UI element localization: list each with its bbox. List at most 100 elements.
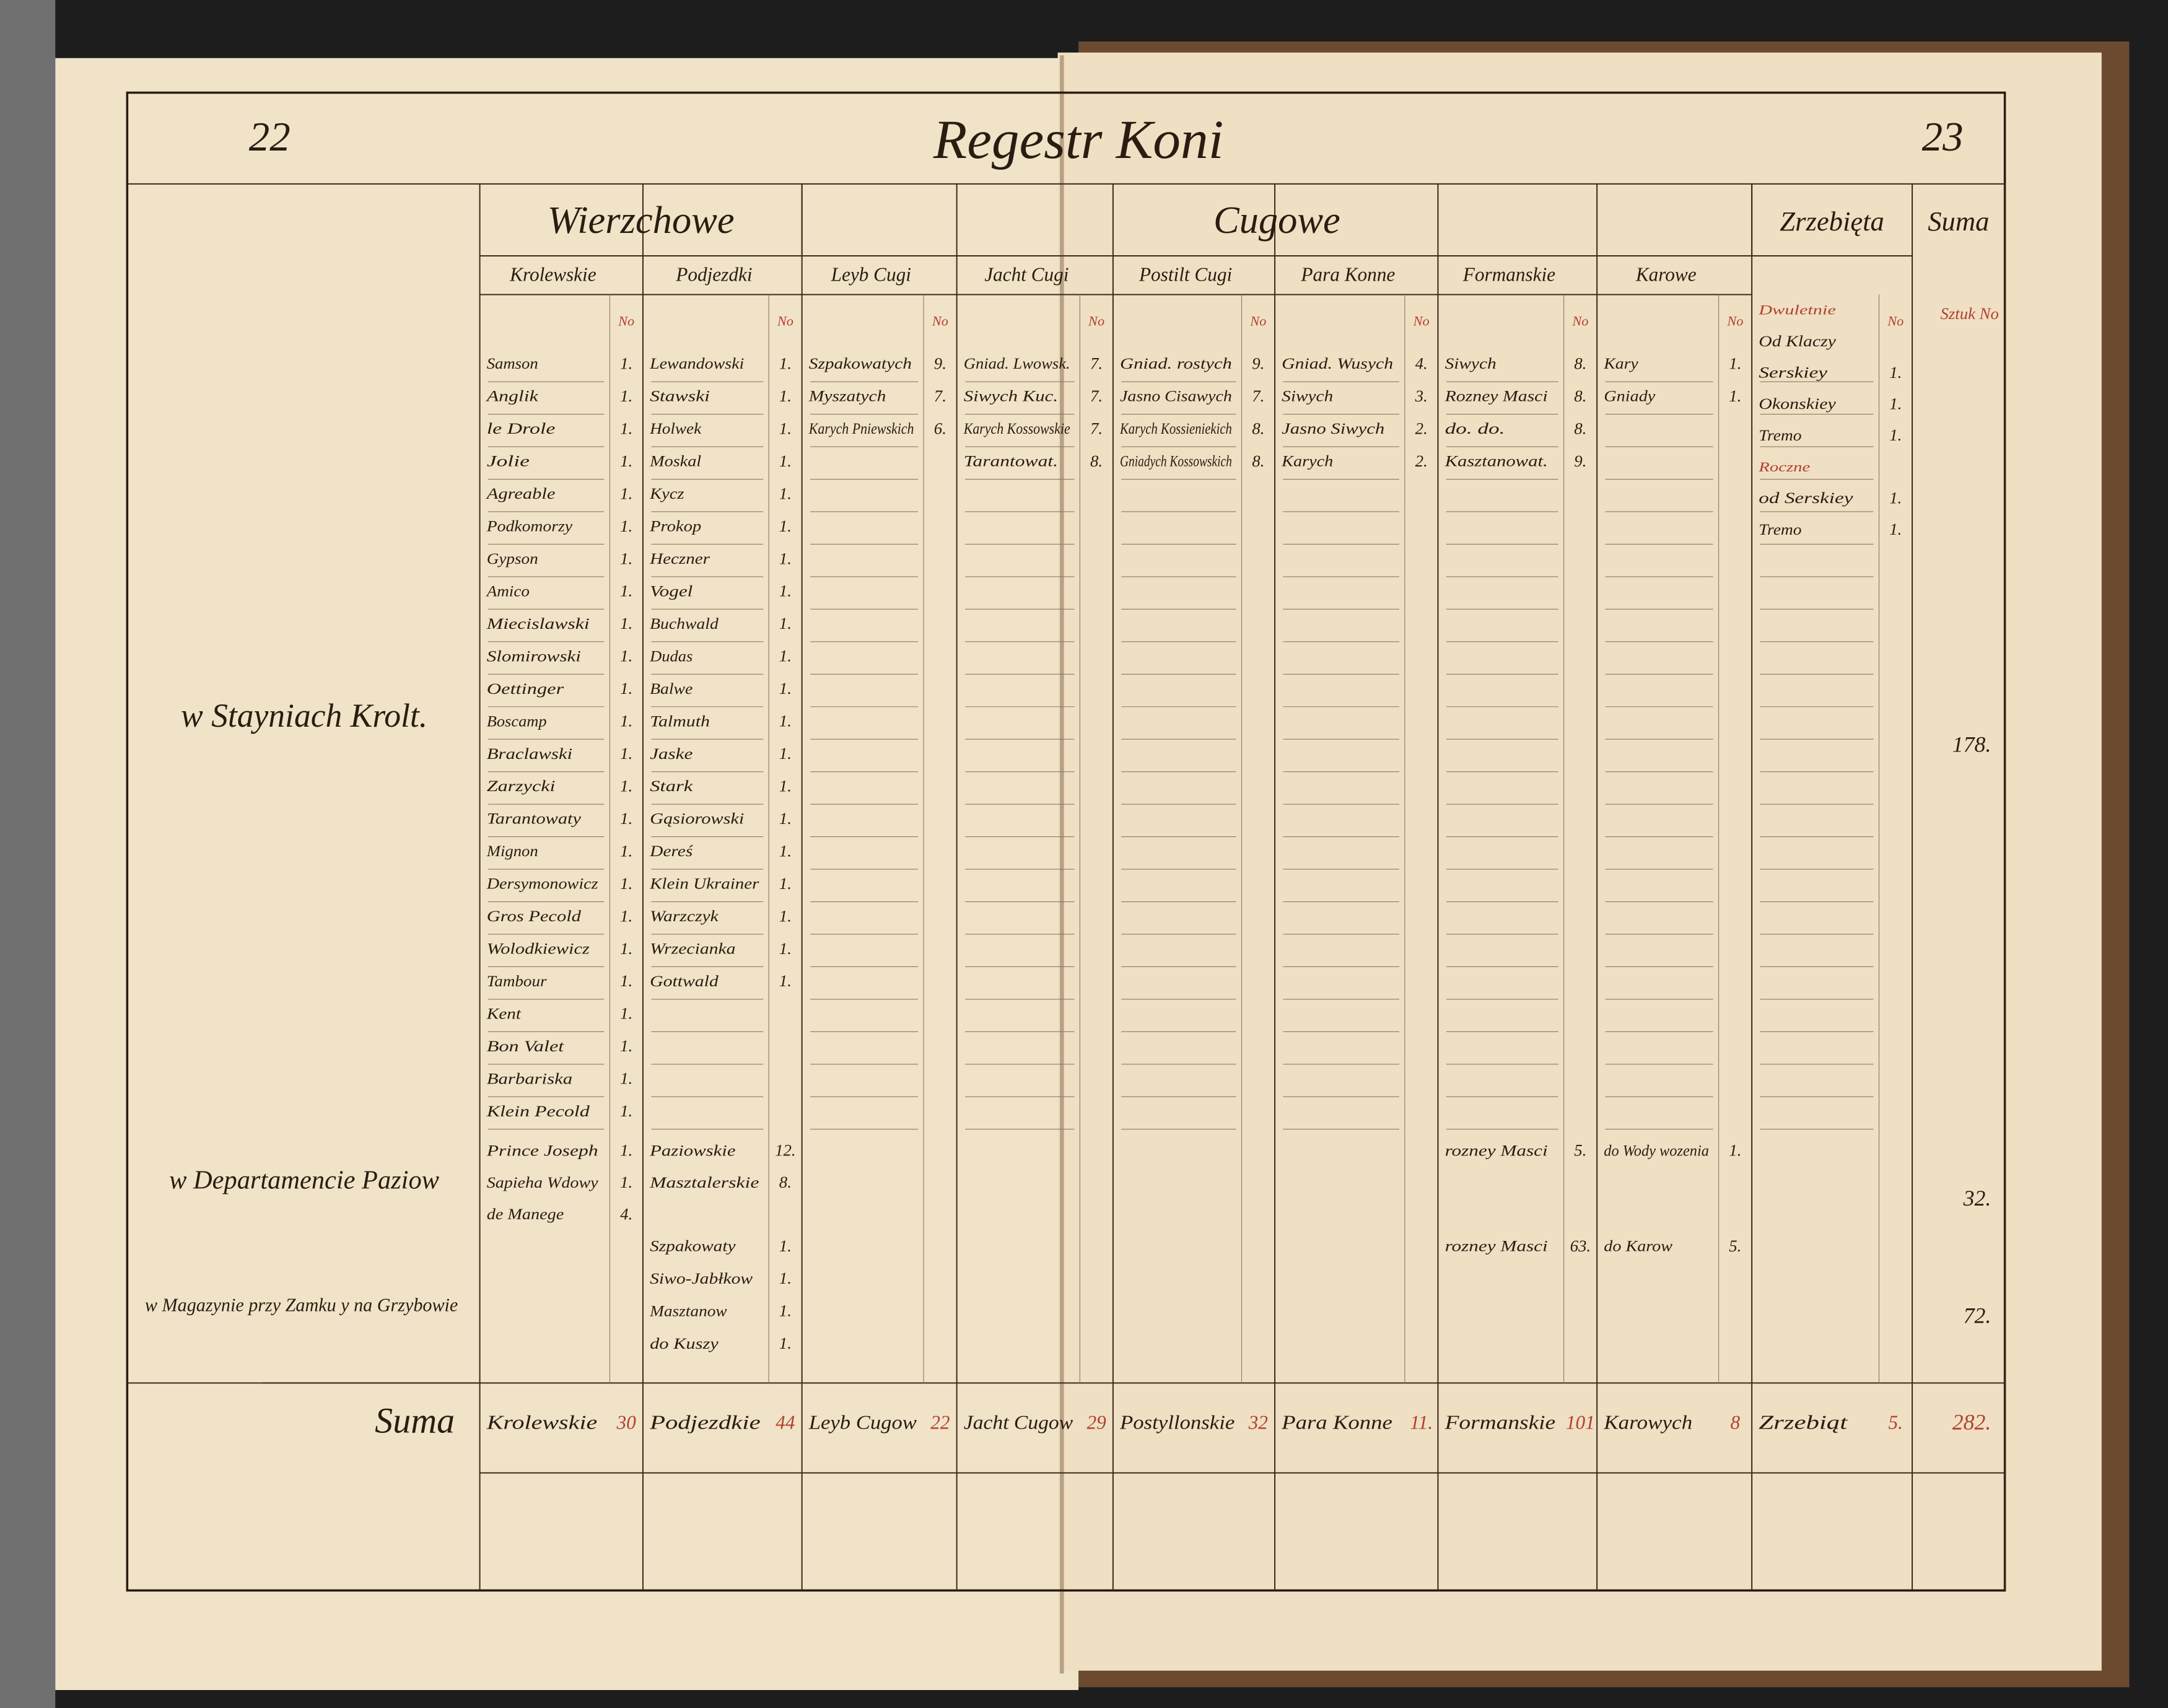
entry-number: 1.	[779, 776, 792, 795]
entry-number: 1.	[620, 744, 632, 763]
entry-number: 1.	[1889, 520, 1902, 538]
entry-name: Amico	[486, 582, 530, 600]
entry-number: 7.	[1090, 354, 1103, 372]
right-page	[1057, 52, 2102, 1671]
entry-number: 1.	[620, 419, 632, 437]
entry-number: 1.	[779, 582, 792, 600]
entry-number: 1.	[620, 549, 632, 567]
entry-number: 1.	[1889, 394, 1902, 413]
entry-number: 1.	[779, 906, 792, 925]
entry-number: 1.	[1889, 426, 1902, 444]
number-header: No	[1887, 313, 1904, 328]
total-label: Para Konne	[1281, 1412, 1392, 1434]
total-label: Leyb Cugow	[808, 1412, 917, 1434]
entry-name: Anglik	[485, 387, 538, 405]
entry-name: do. do.	[1445, 419, 1505, 437]
entry-name: Gniad. Lwowsk.	[964, 354, 1070, 372]
entry-number: 8.	[1574, 354, 1586, 372]
entry-number: 8.	[1252, 452, 1264, 470]
suma-value: 178.	[1952, 732, 1991, 757]
entry-name: Talmuth	[650, 712, 710, 730]
entry-number: 1.	[779, 1334, 792, 1352]
entry-name: Karych Pniewskich	[808, 419, 914, 437]
entry-number: 1.	[620, 1173, 632, 1191]
entry-number: 2.	[1415, 419, 1428, 437]
entry-name: le Drole	[487, 419, 556, 437]
entry-name: Buchwald	[650, 615, 719, 633]
entry-name: Klein Ukrainer	[649, 875, 760, 893]
entry-name: do Karow	[1604, 1237, 1672, 1255]
entry-name: do Kuszy	[650, 1334, 719, 1352]
entry-number: 1.	[779, 1302, 792, 1320]
entry-name: Samson	[487, 354, 538, 372]
entry-name: Jolie	[487, 452, 530, 470]
entry-name: Tambour	[487, 972, 548, 990]
entry-name: Tremo	[1759, 426, 1801, 444]
entry-name: Stawski	[650, 387, 710, 405]
entry-name: Bon Valet	[487, 1037, 565, 1055]
entry-name: Tarantowaty	[487, 810, 582, 828]
entry-name: Myszatych	[808, 387, 886, 405]
entry-number: 8.	[779, 1173, 792, 1191]
entry-number: 1.	[620, 874, 632, 893]
entry-number: 3.	[1415, 387, 1428, 405]
entry-number: 1.	[620, 1101, 632, 1120]
entry-number: 1.	[779, 744, 792, 763]
entry-number: 1.	[779, 874, 792, 893]
entry-number: 9.	[1574, 452, 1586, 470]
entry-number: 9.	[1252, 354, 1264, 372]
entry-name: Kent	[486, 1004, 522, 1022]
entry-number: 1.	[779, 452, 792, 470]
row-label: w Stayniach Krolt.	[181, 697, 427, 734]
entry-number: 1.	[620, 582, 632, 600]
row-label: w Departamencie Paziow	[169, 1165, 439, 1194]
total-value: 11.	[1410, 1412, 1433, 1434]
number-header: No	[618, 313, 634, 328]
number-header: No	[1249, 313, 1266, 328]
page-number-left: 22	[249, 114, 291, 160]
entry-number: 8.	[1252, 419, 1264, 437]
entry-number: 1.	[1889, 488, 1902, 507]
entry-name: Kary	[1603, 354, 1638, 372]
entry-number: 2.	[1415, 452, 1428, 470]
entry-number: 1.	[779, 841, 792, 860]
entry-name: Braclawski	[487, 745, 572, 763]
entry-number: 1.	[1729, 1141, 1741, 1160]
column-header: Leyb Cugi	[831, 264, 911, 286]
total-value: 32	[1248, 1412, 1268, 1434]
entry-number: 1.	[620, 809, 632, 828]
entry-name: Siwych	[1445, 354, 1497, 372]
entry-name: Boscamp	[487, 712, 547, 730]
entry-number: 1.	[779, 712, 792, 730]
entry-name: Prince Joseph	[486, 1141, 598, 1159]
page-number-right: 23	[1922, 114, 1964, 160]
entry-number: 1.	[620, 1069, 632, 1088]
entry-name: Tarantowat.	[964, 452, 1058, 470]
entry-number: 1.	[779, 679, 792, 698]
entry-name: Oettinger	[487, 680, 565, 698]
entry-name: Vogel	[650, 582, 693, 600]
entry-name: Siwych	[1282, 387, 1333, 405]
entry-name: Gypson	[487, 550, 538, 567]
entry-name: Serskiey	[1759, 364, 1827, 382]
total-label: Krolewskie	[486, 1412, 597, 1434]
entry-name: Jasno Siwych	[1282, 419, 1384, 437]
entry-number: 1.	[620, 971, 632, 990]
entry-number: 5.	[1574, 1141, 1586, 1160]
total-value: 8	[1731, 1412, 1741, 1434]
entry-name: Barbariska	[487, 1069, 572, 1087]
total-label: Zrzebiąt	[1759, 1412, 1848, 1434]
column-header: Karowe	[1635, 264, 1697, 286]
entry-name: Warzczyk	[650, 907, 719, 925]
number-header: No	[1571, 313, 1588, 328]
entry-number: 1.	[620, 776, 632, 795]
entry-number: 1.	[620, 1141, 632, 1160]
column-header: Jacht Cugi	[984, 264, 1069, 286]
total-label: Podjezdkie	[649, 1412, 761, 1434]
entry-name: Prokop	[649, 517, 701, 535]
entry-name: Klein Pecold	[486, 1102, 590, 1120]
column-header: Formanskie	[1462, 264, 1555, 286]
entry-number: 7.	[1252, 387, 1264, 405]
entry-name: Siwo-Jabłkow	[650, 1269, 753, 1287]
entry-number: 1.	[779, 809, 792, 828]
